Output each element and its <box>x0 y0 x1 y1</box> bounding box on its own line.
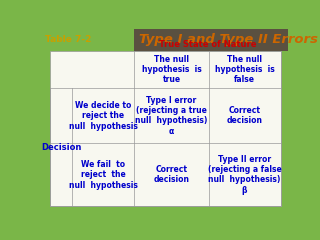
Text: True State of Nature: True State of Nature <box>159 40 256 49</box>
Bar <box>134 29 288 51</box>
Text: We fail  to
reject  the
null  hypothesis: We fail to reject the null hypothesis <box>69 160 138 190</box>
Text: Table 7-2: Table 7-2 <box>45 35 91 44</box>
Text: Correct
decision: Correct decision <box>227 106 263 125</box>
Text: Correct
decision: Correct decision <box>154 165 189 185</box>
Text: The null
hypothesis  is
false: The null hypothesis is false <box>215 54 275 84</box>
Text: The null
hypothesis  is
true: The null hypothesis is true <box>141 54 201 84</box>
Text: Decision: Decision <box>41 143 81 152</box>
Text: Type I error
(rejecting a true
null  hypothesis)
α: Type I error (rejecting a true null hypo… <box>135 96 208 136</box>
Text: Type II error
(rejecting a false
null  hypothesis)
β: Type II error (rejecting a false null hy… <box>208 155 282 195</box>
Text: Type I and Type II Errors: Type I and Type II Errors <box>139 33 318 46</box>
Bar <box>50 51 281 206</box>
Text: We decide to
reject the
null  hypothesis: We decide to reject the null hypothesis <box>69 101 138 131</box>
